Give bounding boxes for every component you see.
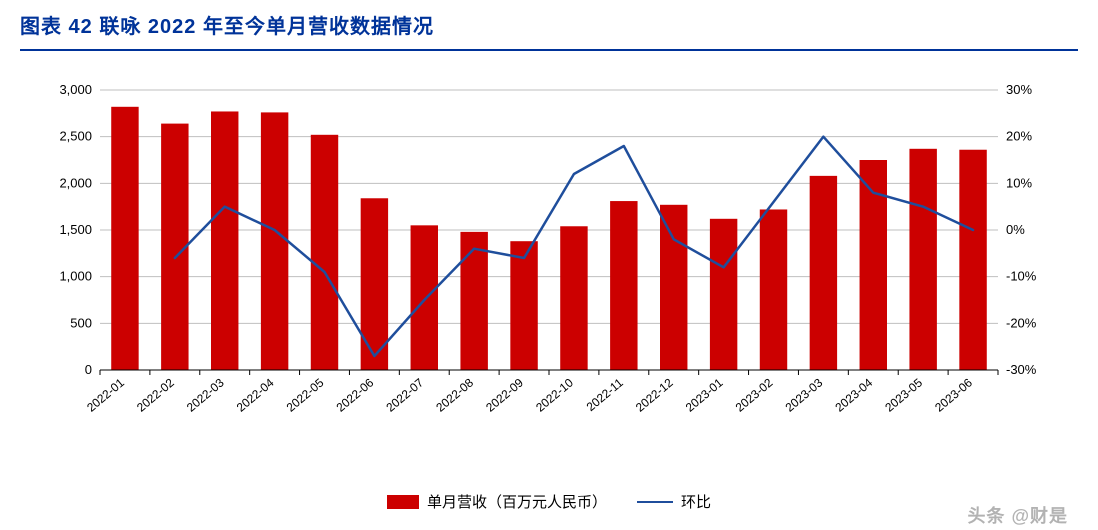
svg-text:30%: 30% (1006, 82, 1032, 97)
svg-text:10%: 10% (1006, 175, 1032, 190)
svg-text:2022-07: 2022-07 (383, 375, 426, 414)
svg-text:2022-12: 2022-12 (633, 375, 676, 414)
svg-text:2022-11: 2022-11 (584, 375, 626, 414)
svg-text:-10%: -10% (1006, 269, 1037, 284)
svg-text:2022-05: 2022-05 (284, 375, 327, 414)
svg-text:0: 0 (85, 362, 92, 377)
legend-bar-label: 单月营收（百万元人民币） (427, 491, 607, 512)
svg-text:2022-02: 2022-02 (134, 375, 177, 414)
legend-item-line: 环比 (637, 491, 711, 512)
legend-swatch-bar (387, 495, 419, 509)
svg-text:2023-02: 2023-02 (733, 375, 776, 414)
svg-text:2023-03: 2023-03 (783, 375, 826, 414)
svg-text:2023-06: 2023-06 (932, 375, 975, 414)
legend-swatch-line (637, 501, 673, 503)
svg-text:2023-01: 2023-01 (683, 375, 726, 414)
chart-area: 0 500 1,000 1,500 2,000 2,500 3,000 -30% -20% -10… (40, 80, 1058, 440)
svg-text:2022-01: 2022-01 (84, 375, 127, 414)
legend-item-bar: 单月营收（百万元人民币） (387, 491, 607, 512)
chart-title: 图表 42 联咏 2022 年至今单月营收数据情况 (20, 16, 434, 38)
svg-text:2022-10: 2022-10 (533, 375, 576, 414)
svg-text:2022-03: 2022-03 (184, 375, 227, 414)
svg-text:20%: 20% (1006, 129, 1032, 144)
svg-text:2022-09: 2022-09 (483, 375, 526, 414)
legend: 单月营收（百万元人民币） 环比 (0, 491, 1098, 512)
legend-line-label: 环比 (681, 491, 711, 512)
title-underline (20, 49, 1078, 51)
svg-text:3,000: 3,000 (59, 82, 92, 97)
svg-text:500: 500 (70, 315, 92, 330)
svg-text:1,500: 1,500 (59, 222, 92, 237)
svg-text:2022-04: 2022-04 (234, 375, 277, 414)
svg-text:2,500: 2,500 (59, 129, 92, 144)
chart-title-bar: 图表 42 联咏 2022 年至今单月营收数据情况 (0, 0, 1098, 45)
svg-text:0%: 0% (1006, 222, 1025, 237)
svg-text:-30%: -30% (1006, 362, 1037, 377)
svg-text:2023-04: 2023-04 (832, 375, 875, 414)
svg-text:2022-08: 2022-08 (433, 375, 476, 414)
svg-text:2022-06: 2022-06 (334, 375, 377, 414)
svg-text:-20%: -20% (1006, 315, 1037, 330)
svg-text:2,000: 2,000 (59, 175, 92, 190)
svg-text:1,000: 1,000 (59, 269, 92, 284)
svg-text:2023-05: 2023-05 (882, 375, 925, 414)
chart-svg: 0 500 1,000 1,500 2,000 2,500 3,000 -30% -20% -10… (40, 80, 1058, 440)
